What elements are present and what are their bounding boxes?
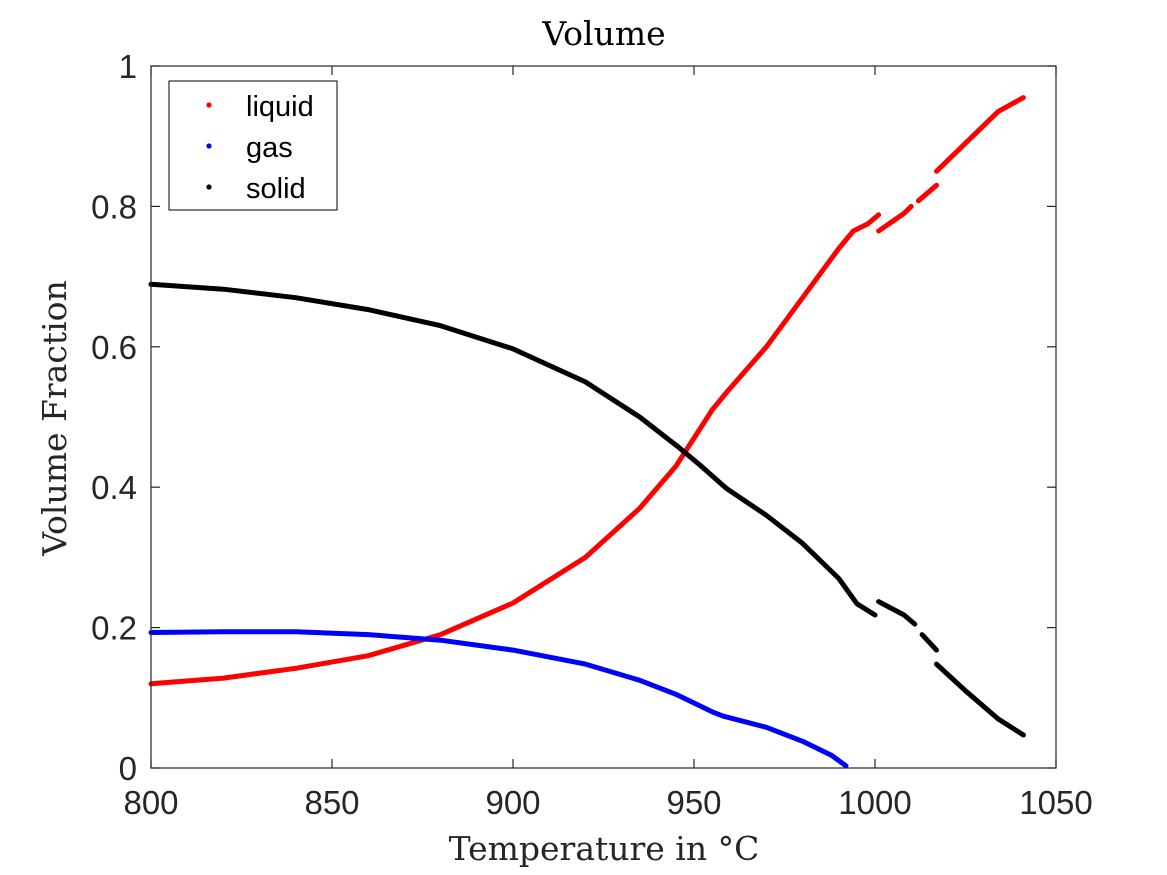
y-tick-label: 1 (119, 48, 137, 85)
series-liquid (148, 95, 1026, 687)
legend-marker-solid (206, 184, 212, 190)
series-liquid-line-3 (915, 182, 939, 204)
series-liquid-line-2 (876, 203, 914, 234)
legend-entry-liquid: liquid (206, 91, 314, 123)
x-tick-label: 950 (666, 784, 721, 821)
y-tick-label: 0 (119, 750, 137, 787)
x-tick-label: 900 (485, 784, 540, 821)
y-axis-label: Volume Fraction (35, 280, 74, 557)
series-solid-line-0 (148, 281, 878, 618)
legend-box (168, 80, 338, 211)
y-tick-label: 0.2 (91, 610, 137, 647)
series-liquid-line-4 (934, 95, 1026, 174)
y-tick-label: 0.4 (91, 469, 137, 506)
x-axis-label: Temperature in °C (449, 829, 760, 868)
x-tick-label: 850 (304, 784, 359, 821)
tick-labels-layer: 800 850 900 950 1000 1050 0 0.2 0.4 0.6 0.8 1 (91, 48, 1093, 821)
y-tick-label: 0.6 (91, 329, 137, 366)
plot-frame (150, 65, 1057, 769)
legend-label-solid: solid (246, 173, 306, 205)
legend-marker-gas (206, 143, 212, 149)
x-tick-label: 1050 (1019, 784, 1092, 821)
series-liquid-line-1 (865, 212, 882, 227)
legend: liquid gas solid (168, 80, 338, 211)
series-liquid-line-0 (148, 221, 871, 687)
legend-label-gas: gas (246, 132, 293, 164)
chart-title: Volume (541, 14, 665, 53)
x-tick-label: 800 (123, 784, 178, 821)
legend-label-liquid: liquid (246, 91, 314, 123)
x-tick-label: 1000 (838, 784, 911, 821)
legend-entry-solid: solid (206, 173, 306, 205)
series-gas (148, 629, 849, 769)
ticks-layer (150, 65, 1057, 769)
y-tick-label: 0.8 (91, 188, 137, 225)
series-solid-line-1 (876, 599, 918, 627)
series-layer (148, 95, 1026, 769)
legend-entry-gas: gas (206, 132, 293, 164)
series-gas-line-0 (148, 629, 849, 769)
series-solid-line-2 (919, 632, 939, 653)
legend-marker-liquid (206, 102, 212, 108)
series-solid (148, 281, 1026, 738)
series-solid-line-3 (934, 661, 1026, 738)
legend-entries: liquid gas solid (206, 91, 314, 205)
